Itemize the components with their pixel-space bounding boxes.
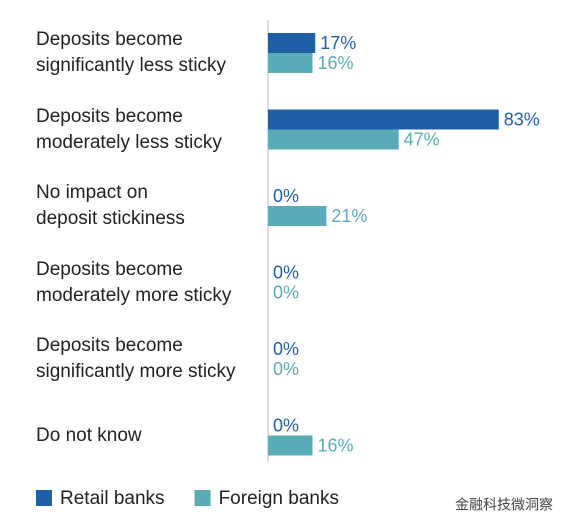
bar: [268, 129, 399, 150]
bar: [268, 53, 313, 73]
bar: [268, 109, 499, 130]
value-label: 16%: [317, 435, 353, 455]
bar: [268, 206, 327, 226]
value-label: 0%: [273, 415, 299, 435]
category-label: Deposits become significantly less stick…: [36, 29, 227, 76]
watermark: 金融科技微洞察: [455, 497, 553, 513]
legend-swatch: [36, 490, 52, 506]
value-label: 17%: [320, 33, 356, 53]
value-label: 0%: [273, 359, 299, 379]
value-label: 0%: [273, 282, 299, 302]
legend-label: Foreign banks: [219, 488, 339, 509]
legend-swatch: [194, 490, 211, 506]
value-label: 16%: [317, 53, 353, 73]
category-label: Deposits become significantly more stick…: [36, 335, 236, 382]
category-label: Deposits become moderately more sticky: [36, 258, 232, 306]
value-label: 47%: [404, 129, 440, 149]
value-label: 0%: [273, 339, 299, 359]
category-label: Do not know: [36, 424, 142, 446]
bar: [268, 33, 316, 53]
category-label: Deposits become moderately less sticky: [36, 105, 222, 153]
legend-label: Retail banks: [60, 488, 165, 509]
bar: [268, 435, 313, 456]
value-label: 83%: [504, 109, 540, 129]
value-label: 21%: [331, 206, 367, 226]
value-label: 0%: [273, 186, 299, 206]
category-label: No impact on deposit stickiness: [36, 182, 185, 229]
value-label: 0%: [273, 262, 299, 282]
